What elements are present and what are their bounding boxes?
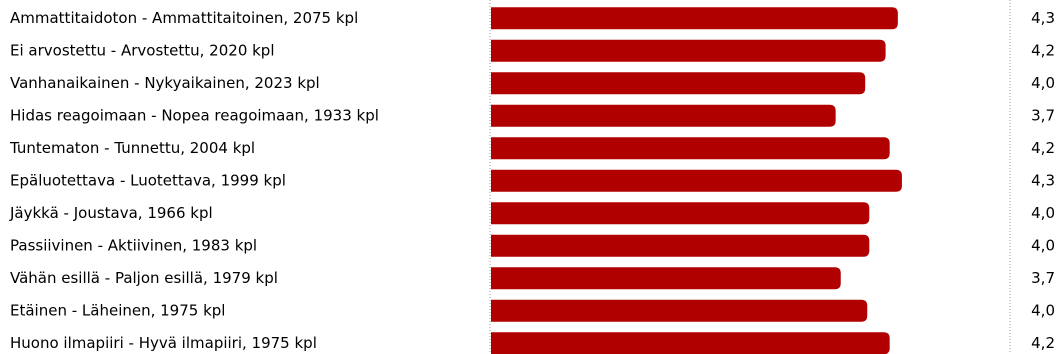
bar [491,332,890,354]
value-label: 4,0 [1031,236,1055,254]
category-label: Jäykkä - Joustava, 1966 kpl [9,204,213,222]
category-label: Huono ilmapiiri - Hyvä ilmapiiri, 1975 k… [10,334,317,352]
category-label: Ei arvostettu - Arvostettu, 2020 kpl [10,41,275,59]
value-label: 4,3 [1031,171,1055,189]
bar [491,169,902,192]
bar [491,202,870,225]
category-label: Vähän esillä - Paljon esillä, 1979 kpl [10,269,278,287]
bar [491,234,870,257]
category-label: Vanhanaikainen - Nykyaikainen, 2023 kpl [10,74,320,92]
value-label: 4,2 [1031,139,1055,157]
value-label: 3,7 [1031,269,1055,287]
bar [491,299,868,322]
value-label: 4,3 [1031,9,1055,27]
category-label: Etäinen - Läheinen, 1975 kpl [10,301,225,319]
bar [491,267,841,290]
bar [491,39,886,62]
bar [491,137,890,160]
value-label: 4,0 [1031,301,1055,319]
category-label: Epäluotettava - Luotettava, 1999 kpl [10,171,286,189]
value-label: 4,0 [1031,204,1055,222]
category-label: Tuntematon - Tunnettu, 2004 kpl [9,139,255,157]
value-label: 4,0 [1031,74,1055,92]
value-label: 3,7 [1031,106,1055,124]
value-label: 4,2 [1031,334,1055,352]
bar [491,104,836,127]
bar [491,72,866,95]
category-label: Ammattitaidoton - Ammattitaitoinen, 2075… [10,9,358,27]
bar [491,7,898,30]
value-label: 4,2 [1031,41,1055,59]
category-label: Passiivinen - Aktiivinen, 1983 kpl [10,236,257,254]
category-label: Hidas reagoimaan - Nopea reagoimaan, 193… [10,106,379,124]
